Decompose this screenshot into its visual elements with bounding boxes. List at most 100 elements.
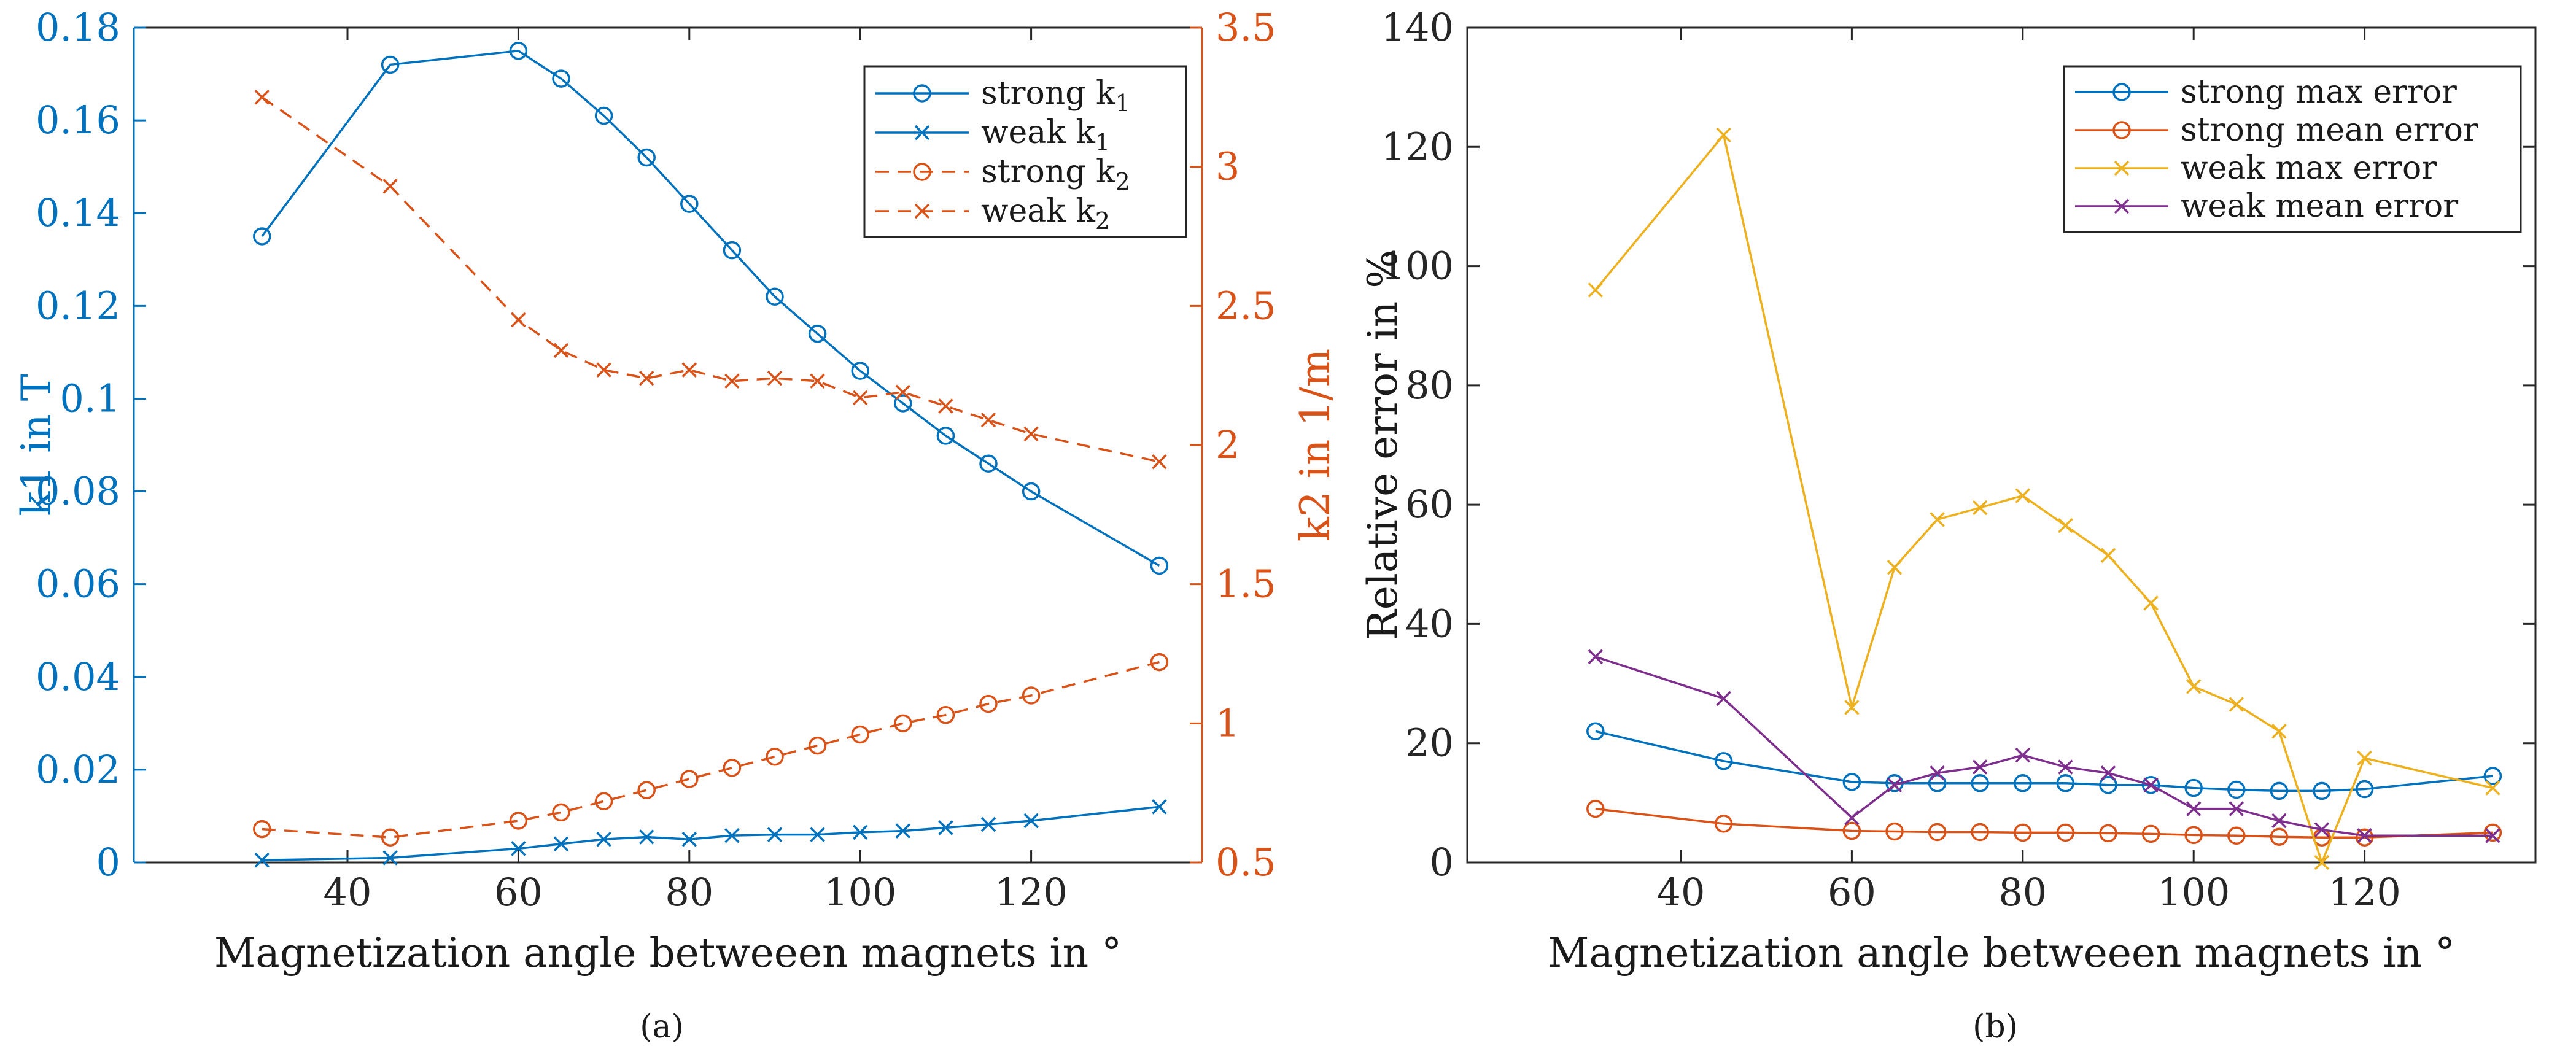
caption-a: (a)	[640, 1009, 684, 1045]
data-point-strong-k2	[894, 714, 912, 733]
x-tick-label-a: 80	[665, 870, 713, 915]
data-point-weak-mean-error	[1972, 759, 1988, 775]
data-point-weak-k2	[511, 312, 526, 328]
y-tick-label-right-a: 3	[1216, 144, 1240, 189]
x-tick-label-a: 60	[494, 870, 543, 915]
x-tick-label-b: 60	[1828, 870, 1876, 915]
data-point-strong-mean-error	[2483, 823, 2502, 842]
data-point-strong-k2	[979, 694, 998, 713]
series-strong-max-error	[1586, 722, 2502, 800]
data-point-weak-k1	[638, 829, 654, 845]
data-point-weak-k1	[681, 831, 697, 847]
series-weak-mean-error	[1588, 649, 2500, 843]
legend-marker-weak-mean-error	[2114, 198, 2130, 214]
data-point-weak-max-error	[2485, 780, 2500, 796]
plot-frame-b	[1466, 26, 2537, 864]
data-point-strong-k1	[680, 195, 699, 213]
data-point-strong-max-error	[2227, 780, 2246, 799]
axes-a: 40 60 80 100 120 0 0.02 0.04 0.06 0.08 0.1 0.12 0.14…	[36, 5, 1276, 915]
data-point-strong-k1	[594, 106, 613, 125]
data-point-weak-mean-error	[1588, 649, 1604, 665]
data-point-strong-k1	[1150, 556, 1169, 575]
series-line-weak-mean-error	[1595, 656, 2493, 837]
data-point-weak-k1	[852, 824, 868, 840]
data-point-weak-max-error	[1844, 700, 1860, 715]
legend-marker-strong-mean-error	[2112, 121, 2131, 139]
data-point-weak-mean-error	[1716, 691, 1731, 707]
data-point-strong-max-error	[2141, 775, 2160, 794]
data-point-strong-mean-error	[2099, 824, 2117, 843]
data-point-strong-k1	[936, 427, 955, 445]
legend-marker-strong-max-error	[2112, 83, 2131, 101]
y-tick-label-b: 20	[1405, 721, 1454, 765]
data-point-strong-max-error	[2056, 774, 2075, 792]
data-point-strong-k2	[851, 725, 869, 744]
series-line-strong-k1	[261, 49, 1160, 567]
data-point-strong-max-error	[2099, 775, 2117, 794]
y-tick-label-b: 140	[1381, 5, 1454, 50]
data-point-weak-mean-error	[2186, 801, 2202, 816]
series-strong-k1	[253, 42, 1169, 575]
data-point-weak-mean-error	[2357, 828, 2372, 843]
y-tick-label-right-a: 3.5	[1216, 5, 1276, 50]
axes-b: 40 60 80 100 120 0 20 40 60 80 100 120 140	[1381, 5, 2537, 915]
y-tick-label-left-a: 0.1	[60, 376, 120, 420]
panel-b: 40 60 80 100 120 0 20 40 60 80 100 120 140 Magnetizat…	[1359, 5, 2537, 1045]
data-point-weak-k2	[724, 373, 740, 389]
data-point-weak-k1	[980, 816, 996, 832]
data-point-strong-max-error	[1714, 752, 1733, 770]
data-point-strong-k2	[552, 803, 570, 822]
data-point-weak-k2	[596, 362, 611, 378]
y-tick-label-b: 0	[1430, 840, 1454, 885]
x-axis-label-a: Magnetization angle betweeen magnets in …	[214, 929, 1122, 977]
data-point-weak-mean-error	[2058, 759, 2073, 775]
data-point-weak-k2	[254, 90, 270, 105]
data-point-weak-k1	[767, 827, 783, 842]
y-tick-label-b: 100	[1381, 244, 1454, 289]
data-point-weak-k2	[382, 179, 398, 194]
data-point-strong-mean-error	[2014, 823, 2032, 842]
x-tick-label-b: 100	[2157, 870, 2230, 915]
data-point-strong-k2	[723, 759, 742, 777]
legend-entry-weak-mean-error: weak mean error	[2181, 188, 2458, 225]
data-point-strong-k1	[552, 69, 570, 88]
y-tick-label-left-a: 0	[96, 840, 120, 885]
y-axis-label-b: Relative error in %	[1359, 250, 1406, 640]
y-tick-label-right-a: 2	[1216, 422, 1240, 467]
y-tick-label-left-a: 0.08	[36, 469, 120, 514]
data-point-strong-mean-error	[2227, 826, 2246, 845]
data-point-strong-k2	[253, 820, 271, 839]
data-point-weak-max-error	[2357, 750, 2372, 766]
data-point-weak-k2	[980, 412, 996, 428]
data-point-weak-k1	[895, 823, 911, 839]
data-point-weak-max-error	[1887, 559, 1903, 575]
x-axis-label-b: Magnetization angle betweeen magnets in …	[1548, 929, 2455, 977]
data-point-weak-k2	[638, 370, 654, 386]
y-tick-label-b: 120	[1381, 124, 1454, 169]
data-point-weak-k1	[553, 836, 569, 852]
legend-entry-strong-mean-error: strong mean error	[2181, 112, 2478, 149]
data-point-strong-k1	[851, 362, 869, 380]
x-tick-label-a: 120	[995, 870, 1067, 915]
data-point-weak-k1	[382, 850, 398, 866]
y-tick-label-b: 80	[1405, 363, 1454, 408]
y-tick-label-left-a: 0.18	[36, 5, 120, 50]
data-point-weak-k1	[810, 827, 825, 842]
data-point-weak-mean-error	[1930, 765, 1945, 781]
legend-marker-weak-k1	[914, 125, 930, 141]
data-point-strong-k1	[808, 324, 827, 343]
y-tick-label-right-a: 1	[1216, 700, 1240, 745]
x-tick-label-a: 100	[824, 870, 896, 915]
data-point-weak-max-error	[2143, 595, 2159, 611]
data-point-strong-k1	[253, 227, 271, 246]
data-point-weak-k2	[938, 398, 953, 414]
data-point-strong-k1	[894, 394, 912, 413]
data-point-strong-k2	[766, 747, 784, 766]
series-line-strong-k2	[262, 661, 1160, 839]
series-weak-k1	[254, 799, 1167, 868]
legend-entry-strong-max-error: strong max error	[2181, 74, 2457, 110]
data-point-strong-mean-error	[1928, 823, 1947, 842]
series-line-strong-mean-error	[1595, 807, 2493, 839]
